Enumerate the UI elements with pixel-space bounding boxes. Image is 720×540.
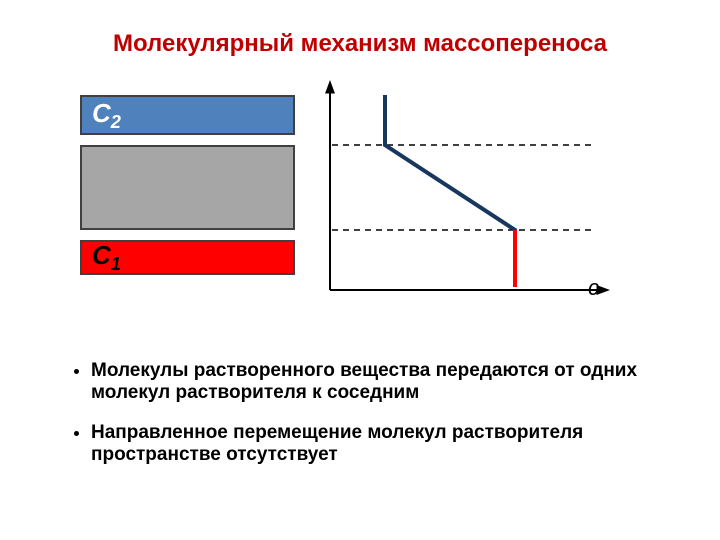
slide: { "title": { "text": "Молекулярный механ… — [0, 0, 720, 540]
slide-title: Молекулярный механизм массопереноса — [0, 30, 720, 58]
layer-rect — [80, 145, 295, 230]
chart-svg — [320, 80, 620, 310]
bullet-item: Молекулы растворенного вещества передают… — [91, 360, 691, 404]
concentration-chart: c — [320, 80, 620, 310]
bullet-item: Направленное перемещение молекул раствор… — [91, 422, 691, 466]
blue-profile-line — [385, 95, 515, 280]
x-axis-label: c — [588, 275, 599, 301]
layer-diagram: C2 C1 — [80, 95, 295, 275]
bullet-list: Молекулы растворенного вещества передают… — [65, 360, 691, 484]
label-c1: C1 — [92, 240, 121, 275]
label-c2: C2 — [92, 98, 121, 133]
